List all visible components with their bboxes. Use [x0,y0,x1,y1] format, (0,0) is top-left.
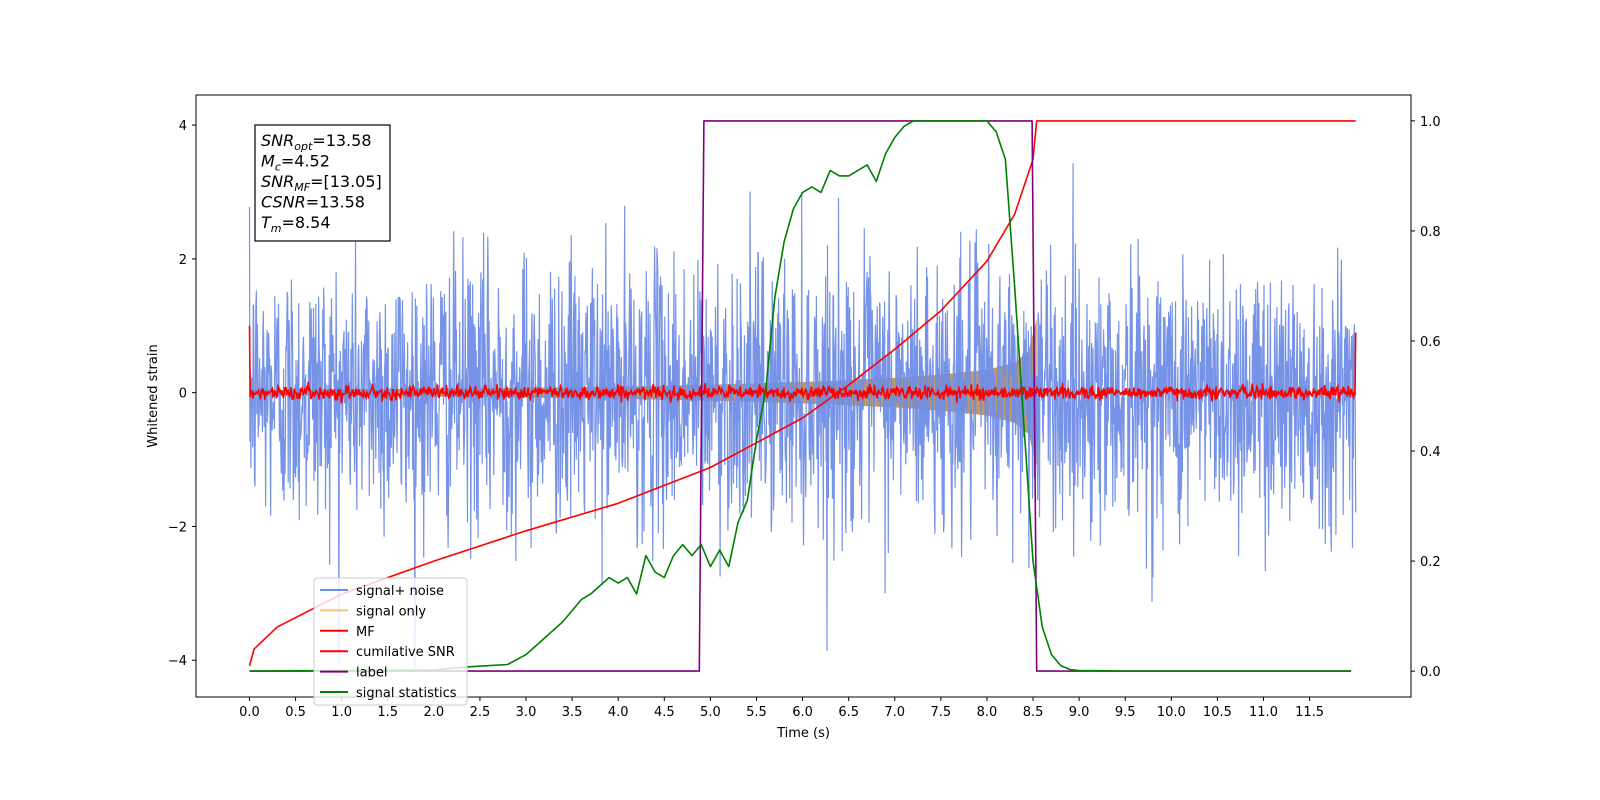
y2-tick-label: 1.0 [1420,115,1441,130]
legend-label: cumilative SNR [356,645,455,660]
series-line-signal-statistics [249,120,1352,672]
y2-tick-label: 0.4 [1420,445,1441,460]
axes-layer: 0.0 0.5 1.0 1.5 2.0 2.5 3.0 3.5 4.0 4.5 5.0 5.5 6.0 6… [168,115,1441,720]
signal-noise-layer [248,163,1357,667]
x-axis-label: Time (s) [776,726,830,741]
y-tick-label: −2 [168,520,187,535]
annotation-line: Mc=4.52 [261,152,330,174]
legend-label: signal only [356,604,426,619]
x-tick-label: 4.0 [608,705,629,720]
x-tick-label: 1.0 [331,705,352,720]
y-tick-label: 0 [179,387,187,402]
y-tick-label: 4 [179,119,187,134]
annotation-line: SNRopt=13.58 [261,131,372,153]
x-tick-label: 10.0 [1157,705,1186,720]
x-tick-label: 0.0 [239,705,260,720]
signal-only-fill-layer [249,319,1037,467]
legend-label: label [356,666,387,681]
legend: signal+ noise signal only MF cumilative SNR… [313,577,468,706]
y2-tick-label: 0.8 [1420,225,1441,240]
y2-tick-label: 0.6 [1420,335,1441,350]
legend-label: signal+ noise [356,584,444,599]
x-tick-label: 3.0 [516,705,537,720]
annotation-line: CSNR=13.58 [261,193,365,212]
annotation-frame [254,124,391,242]
x-tick-label: 4.5 [654,705,675,720]
x-tick-label: 10.5 [1203,705,1232,720]
x-tick-label: 7.0 [884,705,905,720]
y-tick-label: 2 [179,253,187,268]
series-fill-signal-only [249,319,1037,467]
x-tick-label: 6.0 [792,705,813,720]
x-tick-label: 7.5 [931,705,952,720]
x-tick-label: 9.5 [1115,705,1136,720]
legend-frame [313,577,468,706]
x-tick-label: 1.5 [377,705,398,720]
y2-tick-label: 0.2 [1420,555,1441,570]
annotation-box: SNRopt=13.58Mc=4.52SNRMF=[13.05]CSNR=13.… [254,124,391,242]
x-tick-label: 11.0 [1249,705,1278,720]
x-tick-label: 8.0 [977,705,998,720]
x-tick-label: 9.0 [1069,705,1090,720]
x-tick-label: 5.5 [746,705,767,720]
x-tick-label: 2.0 [423,705,444,720]
plot-frame [195,94,1412,698]
legend-label: MF [356,625,375,640]
series-line-mf [248,325,1357,404]
y-tick-label: −4 [168,654,187,669]
series-line-signal-noise [248,163,1357,667]
x-tick-label: 0.5 [285,705,306,720]
y2-tick-label: 0.0 [1420,665,1441,680]
x-tick-label: 8.5 [1023,705,1044,720]
annotation-line: SNRMF=[13.05] [261,172,382,194]
x-tick-label: 2.5 [470,705,491,720]
legend-label: signal statistics [356,686,457,701]
x-tick-label: 11.5 [1295,705,1324,720]
x-tick-label: 6.5 [838,705,859,720]
annotation-line: Tm=8.54 [261,213,331,235]
y-axis-label: Whitened strain [146,344,161,447]
x-tick-label: 3.5 [562,705,583,720]
x-tick-label: 5.0 [700,705,721,720]
